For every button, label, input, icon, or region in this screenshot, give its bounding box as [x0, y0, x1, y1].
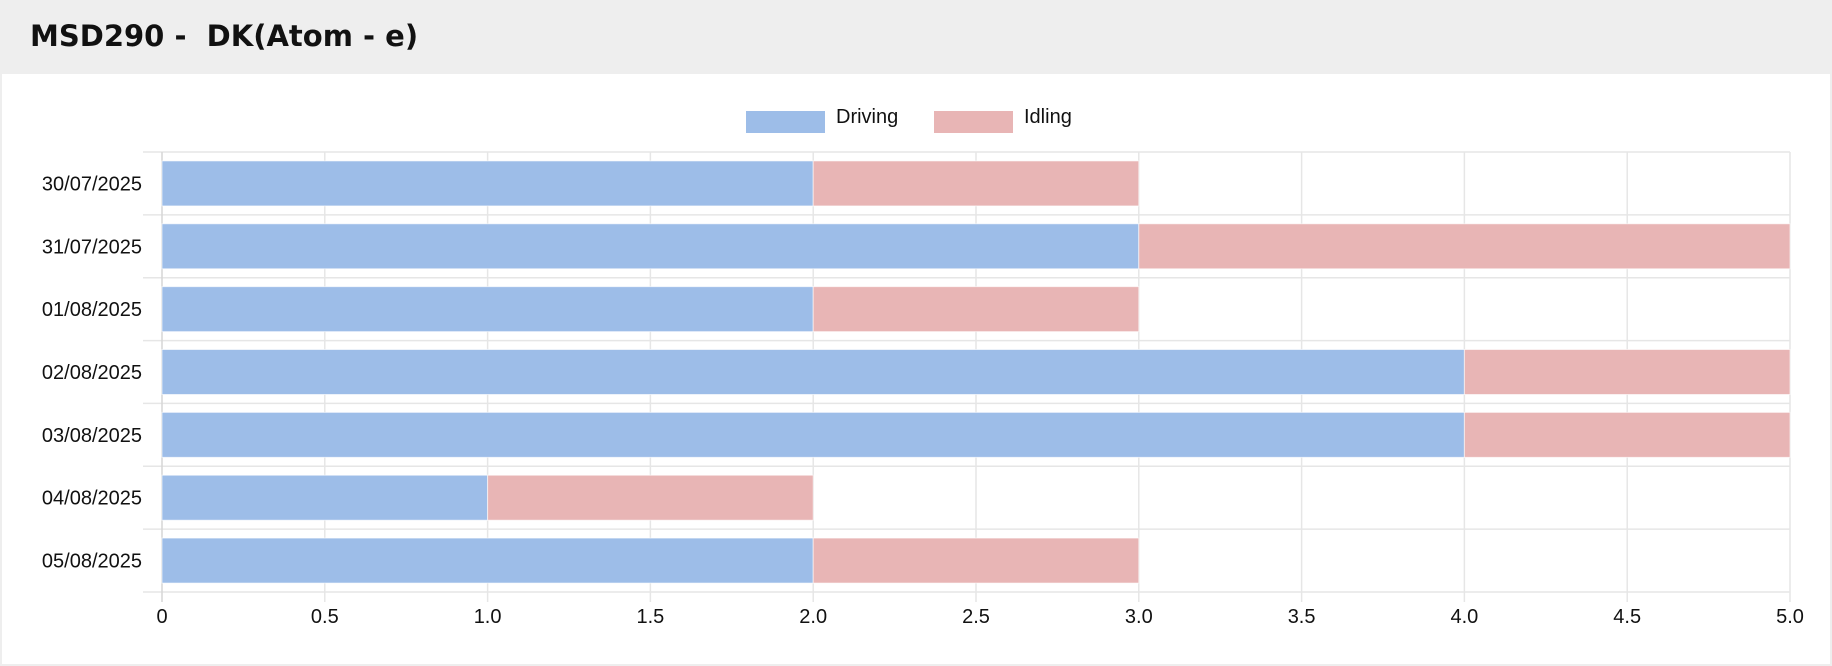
bar-driving — [161, 286, 814, 333]
y-category-label: 02/08/2025 — [42, 362, 142, 384]
x-tick-label: 2.5 — [962, 606, 990, 628]
y-category-label: 04/08/2025 — [42, 488, 142, 510]
bar-driving — [161, 349, 1465, 395]
bar-idling — [1138, 223, 1791, 270]
legend-label-idling: Idling — [1024, 106, 1072, 128]
x-tick-label: 4.5 — [1613, 606, 1641, 628]
stacked-bar-chart: 30/07/2025 31/07/2025 01/08/2025 02/08/2025… — [42, 106, 1804, 628]
bar-driving — [161, 223, 1140, 270]
bar-driving — [161, 411, 1465, 458]
page-title: MSD290 - DK(Atom - e) — [30, 19, 419, 53]
x-tick-label: 5.0 — [1776, 606, 1804, 628]
y-category-label: 30/07/2025 — [42, 173, 142, 195]
legend-label-driving: Driving — [836, 106, 898, 128]
legend[interactable]: Driving Idling — [746, 106, 1072, 133]
x-tick-label: 1.5 — [636, 606, 664, 628]
bar-idling — [487, 474, 814, 521]
x-tick-label: 0.5 — [311, 606, 339, 628]
x-axis-labels: 0 0.5 1.0 1.5 2.0 2.5 3.0 3.5 4.0 4.5 5.0 — [156, 606, 1803, 628]
x-tick-label: 1.0 — [474, 606, 502, 628]
y-axis-labels: 30/07/2025 31/07/2025 01/08/2025 02/08/2025… — [42, 173, 142, 572]
x-tick-label: 0 — [156, 606, 167, 628]
legend-swatch-idling — [934, 111, 1013, 133]
bar-idling — [812, 537, 1140, 584]
x-tick-label: 3.5 — [1288, 606, 1316, 628]
bar-driving — [161, 537, 814, 584]
bar-series — [161, 160, 1791, 584]
x-tick-label: 2.0 — [799, 606, 827, 628]
legend-swatch-driving — [746, 111, 825, 133]
panel-header: MSD290 - DK(Atom - e) — [2, 2, 1832, 74]
x-tick-label: 4.0 — [1450, 606, 1478, 628]
y-category-label: 05/08/2025 — [42, 551, 142, 573]
y-category-label: 03/08/2025 — [42, 425, 142, 447]
x-tick-label: 3.0 — [1125, 606, 1153, 628]
y-category-label: 31/07/2025 — [42, 236, 142, 258]
bar-driving — [161, 160, 814, 207]
bar-idling — [812, 160, 1140, 207]
bar-idling — [1463, 411, 1791, 458]
bar-idling — [1463, 349, 1791, 395]
y-category-label: 01/08/2025 — [42, 299, 142, 321]
bar-driving — [161, 474, 489, 521]
bar-idling — [812, 286, 1140, 333]
